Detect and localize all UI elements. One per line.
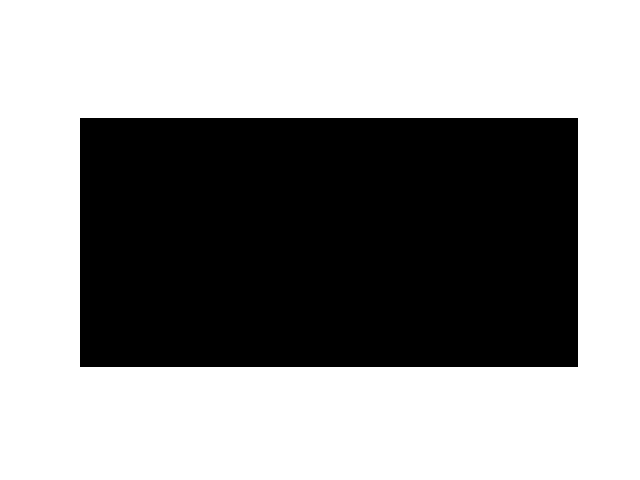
word-cloud-canvas (80, 118, 578, 367)
